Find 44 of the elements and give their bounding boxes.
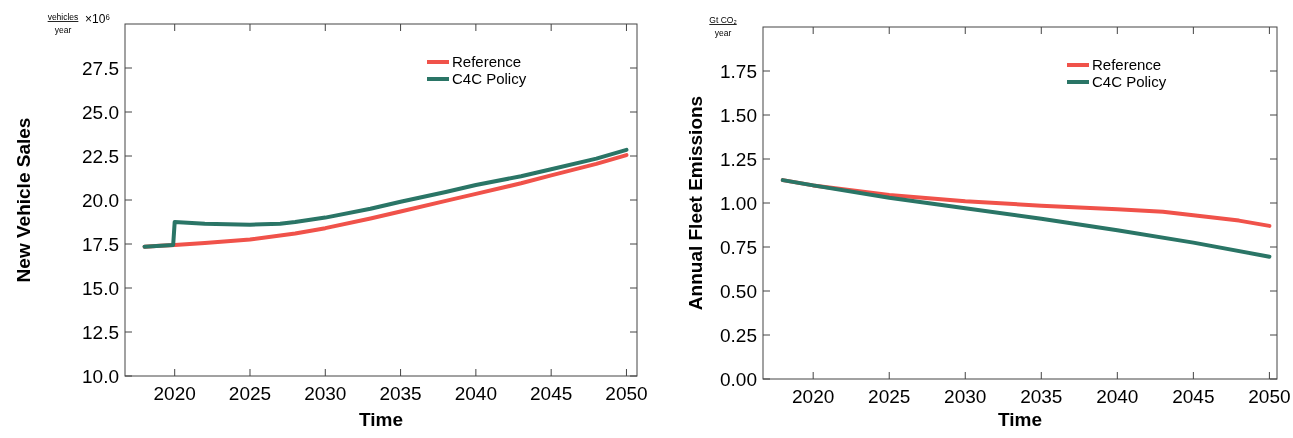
y-tick-label: 0.75: [720, 236, 757, 258]
x-tick-label: 2045: [530, 383, 573, 404]
text: year: [54, 25, 72, 35]
y-tick-label: 1.25: [720, 148, 757, 170]
y-axis-title: Annual Fleet Emissions: [685, 95, 706, 311]
x-tick-label: 2030: [304, 383, 347, 404]
x-tick-label: 2050: [605, 383, 648, 404]
text: Gt CO₂: [709, 15, 737, 25]
legend-label: C4C Policy: [452, 70, 527, 88]
legend-label: Reference: [1092, 56, 1162, 74]
y-tick-label: 0.50: [720, 280, 757, 302]
y-tick-label: 17.5: [82, 233, 119, 255]
x-tick-label: 2025: [228, 383, 272, 404]
x-tick-label: 2020: [153, 383, 196, 404]
legend-label: Reference: [452, 53, 522, 71]
y-tick-label: 1.50: [720, 104, 757, 126]
text: year: [714, 28, 732, 38]
x-axis-title: Time: [997, 409, 1043, 430]
x-tick-label: 2035: [379, 383, 422, 404]
y-tick-label: 20.0: [82, 189, 119, 211]
x-tick-label: 2050: [1248, 386, 1291, 407]
x-axis-title: Time: [358, 409, 404, 430]
x-tick-label: 2040: [454, 383, 498, 404]
x-tick-label: 2045: [1172, 386, 1215, 407]
y-tick-label: 12.5: [82, 321, 119, 343]
y-tick-label: 0.25: [720, 324, 757, 346]
y-axis-title: New Vehicle Sales: [13, 117, 34, 283]
y-tick-label: 22.5: [82, 145, 119, 167]
y-tick-label: 1.75: [720, 60, 757, 82]
y-tick-label: 10.0: [82, 365, 119, 387]
x-tick-label: 2035: [1020, 386, 1063, 407]
x-tick-label: 2040: [1096, 386, 1139, 407]
x-tick-label: 2020: [792, 386, 835, 407]
text: vehicles: [47, 12, 79, 22]
y-tick-label: 0.00: [720, 368, 757, 390]
y-tick-label: 15.0: [82, 277, 119, 299]
x-tick-label: 2025: [868, 386, 911, 407]
y-tick-label: 1.00: [720, 192, 757, 214]
y-tick-label: 27.5: [82, 57, 119, 79]
y-tick-label: 25.0: [82, 101, 119, 123]
legend-label: C4C Policy: [1092, 73, 1167, 91]
text: ×10⁶: [85, 12, 111, 26]
line-series: [780, 178, 1272, 259]
x-tick-label: 2030: [944, 386, 987, 407]
